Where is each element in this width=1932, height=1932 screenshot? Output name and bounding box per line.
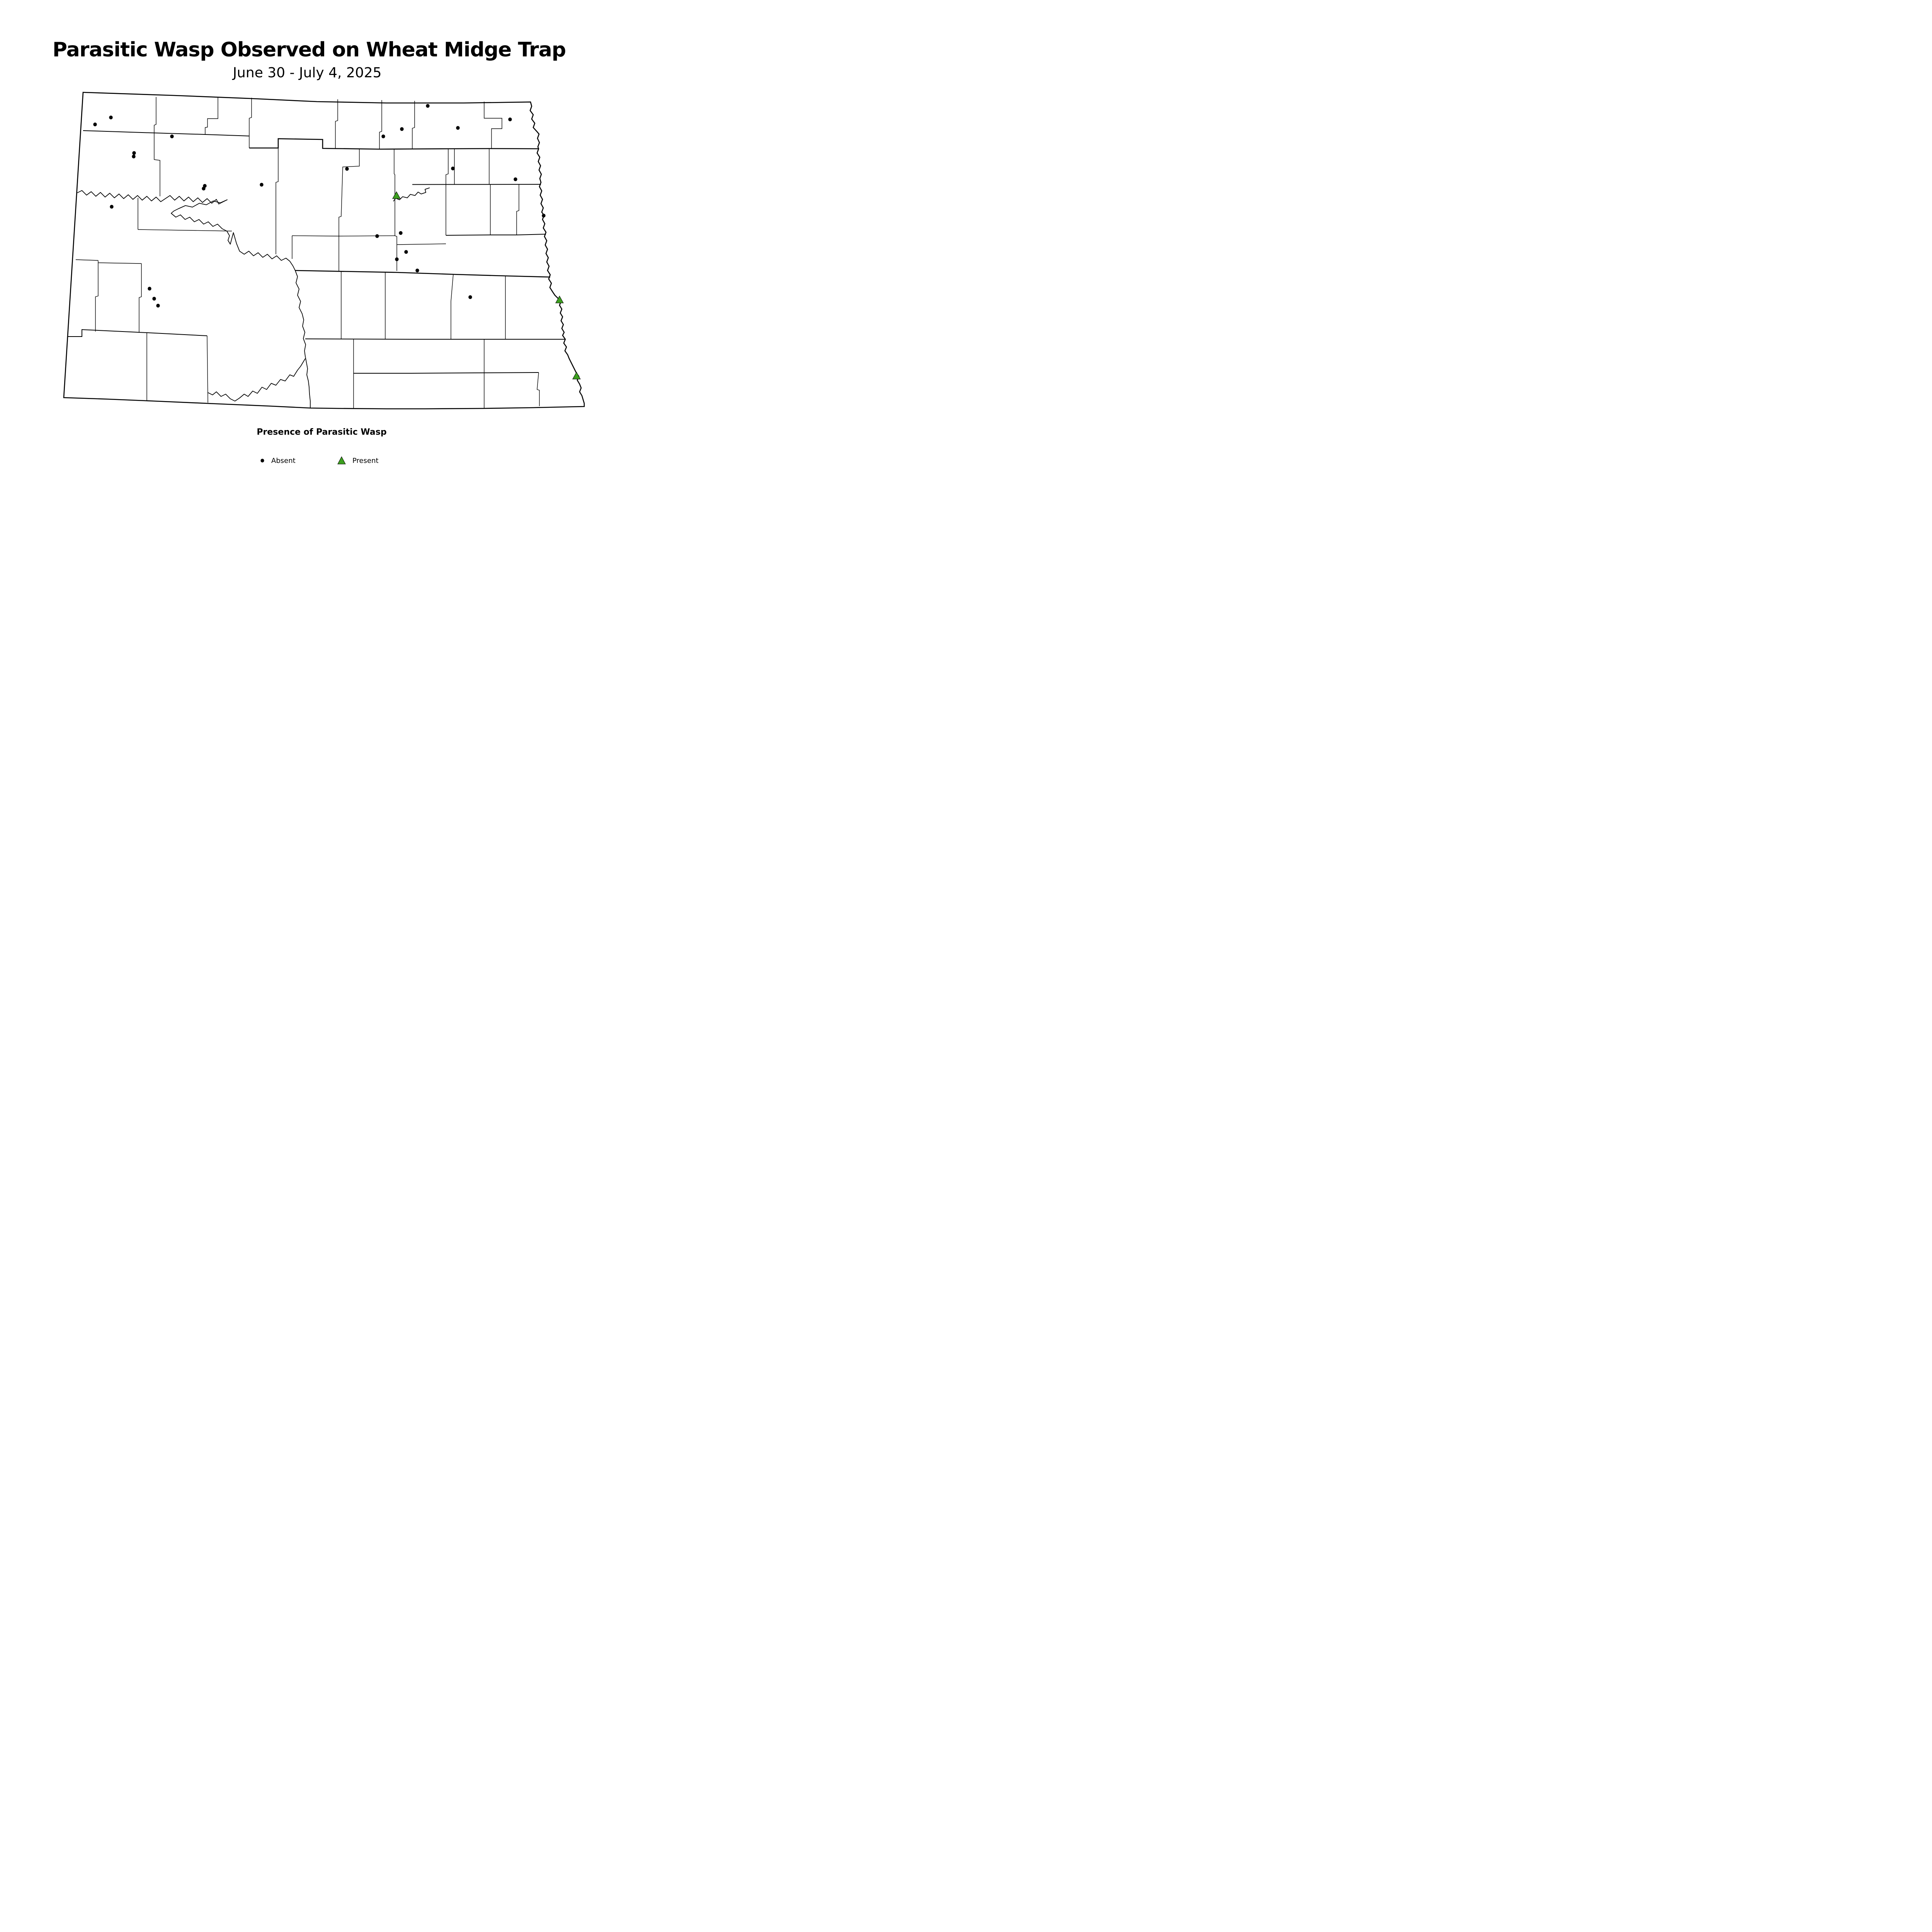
absent-marker [260, 183, 264, 187]
present-triangle-icon [337, 456, 346, 464]
absent-marker [132, 155, 136, 158]
absent-marker [381, 134, 385, 138]
page-subtitle: June 30 - July 4, 2025 [233, 65, 382, 81]
legend-item-present: Present [337, 455, 379, 466]
absent-marker [202, 187, 206, 190]
present-marker [555, 296, 564, 303]
present-marker [392, 191, 401, 199]
absent-marker [110, 205, 114, 209]
legend-title: Presence of Parasitic Wasp [257, 427, 387, 437]
absent-marker [132, 151, 136, 155]
absent-marker [395, 257, 399, 261]
missouri-river [77, 190, 311, 408]
absent-marker [404, 250, 408, 254]
present-marker [572, 372, 581, 379]
absent-marker [399, 231, 403, 235]
north-dakota-county-map [63, 92, 585, 410]
absent-marker [345, 167, 349, 171]
absent-marker [109, 116, 113, 119]
absent-marker [426, 104, 430, 108]
page-title: Parasitic Wasp Observed on Wheat Midge T… [52, 38, 566, 61]
points-layer [93, 104, 581, 379]
absent-marker [508, 117, 512, 121]
legend-present-marker [337, 456, 346, 464]
county-boundaries [67, 97, 565, 409]
legend-absent-label: Absent [271, 456, 296, 465]
absent-marker [468, 295, 472, 299]
legend-absent-marker [260, 459, 264, 463]
cannonball-river [207, 358, 306, 401]
absent-marker [456, 126, 460, 130]
absent-marker [542, 214, 546, 218]
absent-marker [156, 304, 160, 308]
river-lines [77, 187, 430, 408]
absent-marker [375, 234, 379, 238]
absent-marker [451, 167, 455, 170]
absent-marker [148, 287, 151, 291]
absent-marker [514, 177, 517, 181]
legend-item-absent: Absent [260, 455, 296, 466]
absent-marker [170, 134, 174, 138]
absent-marker [415, 269, 419, 272]
legend-present-label: Present [352, 456, 379, 465]
absent-dot-icon [260, 459, 264, 463]
absent-marker [93, 122, 97, 126]
devils-lake-shore [393, 187, 430, 202]
state-outline [63, 92, 585, 410]
absent-marker [400, 127, 404, 131]
absent-marker [152, 297, 156, 301]
